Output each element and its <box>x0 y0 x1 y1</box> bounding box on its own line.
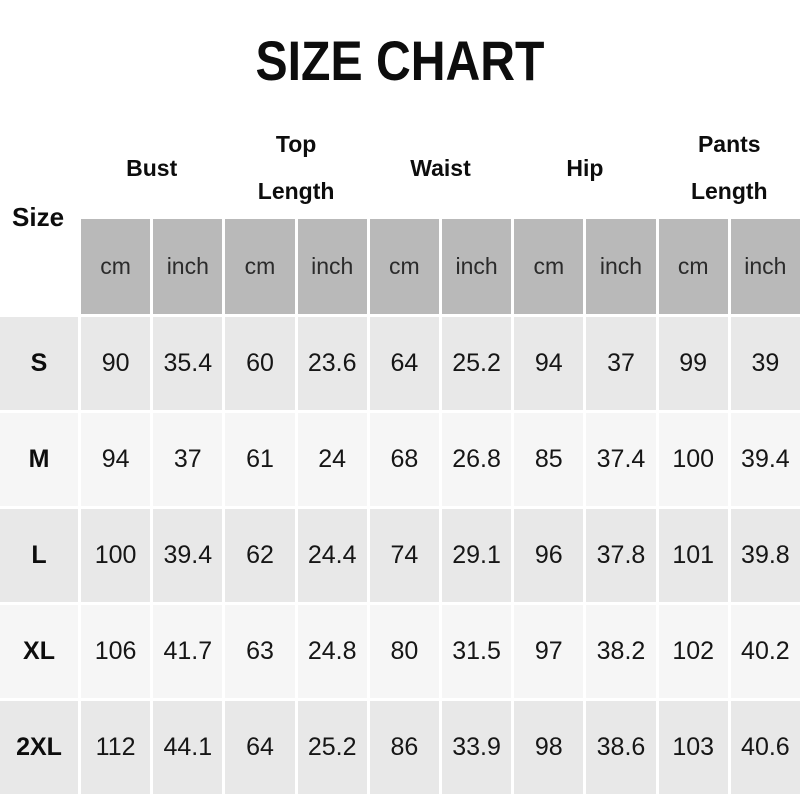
column-group-hip: Hip <box>514 120 656 216</box>
row-2xl-pants-length-inch: 40.6 <box>730 701 800 794</box>
size-column-header-label: Size <box>12 202 65 232</box>
row-l-hip-cm: 96 <box>514 509 584 602</box>
unit-header-pants-length-cm: cm <box>658 219 728 314</box>
row-xl-bust-cm: 106 <box>81 605 151 698</box>
row-xl-top-length-cm: 63 <box>225 605 295 698</box>
row-s-hip-cm: 94 <box>514 317 584 410</box>
row-2xl-top-length-inch: 25.2 <box>297 701 367 794</box>
row-xl-pants-length-inch: 40.2 <box>730 605 800 698</box>
column-group-pants-length-line1: Pants <box>697 131 761 157</box>
column-group-pants-length: Pants Length <box>658 120 800 216</box>
row-xl-bust-inch: 41.7 <box>153 605 223 698</box>
row-2xl-bust-inch: 44.1 <box>153 701 223 794</box>
unit-header-bust-inch: inch <box>153 219 223 314</box>
row-s-hip-inch: 37 <box>586 317 656 410</box>
row-l-top-length-inch: 24.4 <box>297 509 367 602</box>
unit-header-hip-cm: cm <box>514 219 584 314</box>
row-m-top-length-cm: 61 <box>225 413 295 506</box>
row-l-waist-cm: 74 <box>369 509 439 602</box>
row-s-pants-length-inch: 39 <box>730 317 800 410</box>
column-group-top-length-line1: Top <box>275 131 317 157</box>
row-l-pants-length-inch: 39.8 <box>730 509 800 602</box>
row-m-hip-cm: 85 <box>514 413 584 506</box>
row-s-waist-cm: 64 <box>369 317 439 410</box>
size-column-header-cell: Size <box>0 120 78 314</box>
column-group-bust: Bust <box>81 120 223 216</box>
row-m-size-label: M <box>0 413 78 506</box>
row-s-bust-cm: 90 <box>81 317 151 410</box>
unit-header-pants-length-inch: inch <box>730 219 800 314</box>
row-xl-size-label: XL <box>0 605 78 698</box>
row-m-waist-inch: 26.8 <box>441 413 512 506</box>
row-l-waist-inch: 29.1 <box>441 509 512 602</box>
row-xl-top-length-inch: 24.8 <box>297 605 367 698</box>
title-bar: SIZE CHART <box>0 0 800 120</box>
row-l-size-label: L <box>0 509 78 602</box>
row-2xl-size-label: 2XL <box>0 701 78 794</box>
row-2xl-hip-cm: 98 <box>514 701 584 794</box>
row-2xl-waist-cm: 86 <box>369 701 439 794</box>
row-s-bust-inch: 35.4 <box>153 317 223 410</box>
row-l-pants-length-cm: 101 <box>658 509 728 602</box>
row-s-size-label: S <box>0 317 78 410</box>
column-group-top-length-line2: Length <box>257 178 335 204</box>
row-xl-waist-cm: 80 <box>369 605 439 698</box>
column-group-waist-line1: Waist <box>410 154 471 181</box>
row-s-pants-length-cm: 99 <box>658 317 728 410</box>
row-2xl-top-length-cm: 64 <box>225 701 295 794</box>
row-m-top-length-inch: 24 <box>297 413 367 506</box>
row-xl-hip-inch: 38.2 <box>586 605 656 698</box>
unit-header-bust-cm: cm <box>81 219 151 314</box>
column-group-pants-length-line2: Length <box>690 178 768 204</box>
row-2xl-hip-inch: 38.6 <box>586 701 656 794</box>
column-group-bust-line1: Bust <box>126 154 178 181</box>
row-s-top-length-inch: 23.6 <box>297 317 367 410</box>
unit-header-top-length-inch: inch <box>297 219 367 314</box>
row-xl-waist-inch: 31.5 <box>441 605 512 698</box>
row-s-waist-inch: 25.2 <box>441 317 512 410</box>
size-chart-title: SIZE CHART <box>255 28 545 92</box>
row-2xl-waist-inch: 33.9 <box>441 701 512 794</box>
column-group-top-length: Top Length <box>225 120 367 216</box>
unit-header-top-length-cm: cm <box>225 219 295 314</box>
row-m-pants-length-inch: 39.4 <box>730 413 800 506</box>
row-s-top-length-cm: 60 <box>225 317 295 410</box>
row-l-bust-inch: 39.4 <box>153 509 223 602</box>
unit-header-waist-cm: cm <box>369 219 439 314</box>
unit-header-hip-inch: inch <box>586 219 656 314</box>
row-l-top-length-cm: 62 <box>225 509 295 602</box>
row-m-pants-length-cm: 100 <box>658 413 728 506</box>
size-chart-table: Size Bust Top Length Waist Hip Pants Len… <box>0 120 800 794</box>
row-m-hip-inch: 37.4 <box>586 413 656 506</box>
unit-header-waist-inch: inch <box>441 219 512 314</box>
column-group-waist: Waist <box>369 120 512 216</box>
row-2xl-pants-length-cm: 103 <box>658 701 728 794</box>
row-l-bust-cm: 100 <box>81 509 151 602</box>
row-l-hip-inch: 37.8 <box>586 509 656 602</box>
row-m-bust-inch: 37 <box>153 413 223 506</box>
row-m-waist-cm: 68 <box>369 413 439 506</box>
row-2xl-bust-cm: 112 <box>81 701 151 794</box>
row-xl-pants-length-cm: 102 <box>658 605 728 698</box>
column-group-hip-line1: Hip <box>566 154 604 181</box>
row-m-bust-cm: 94 <box>81 413 151 506</box>
row-xl-hip-cm: 97 <box>514 605 584 698</box>
